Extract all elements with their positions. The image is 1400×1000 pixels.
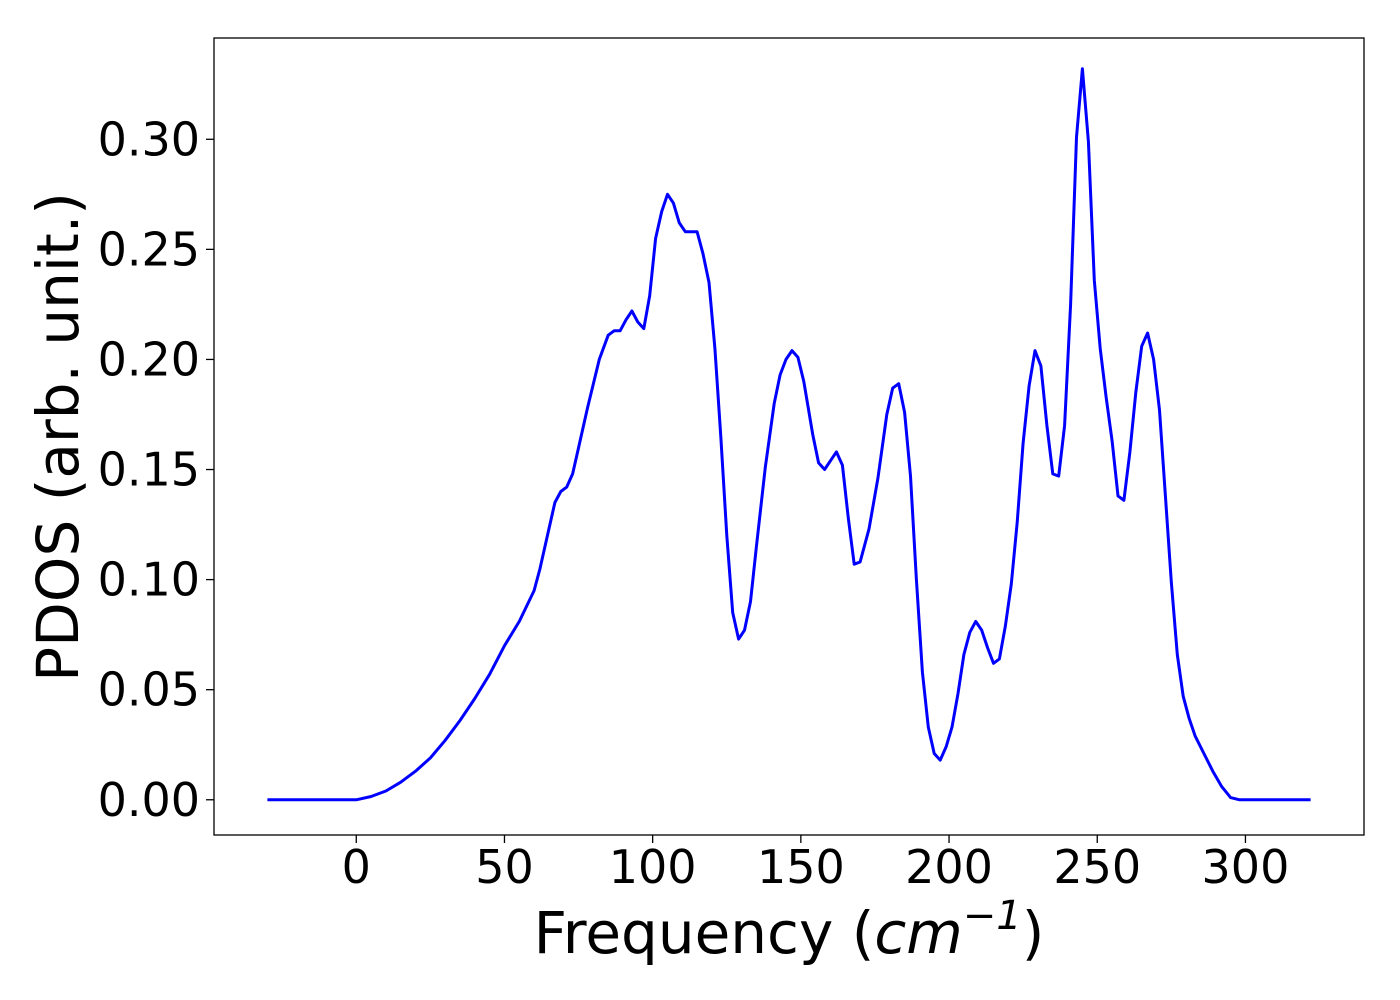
- x-tick-label: 200: [905, 840, 993, 894]
- series-line-0: [267, 67, 1311, 802]
- x-axis-label-exponent: −1: [963, 893, 1022, 939]
- y-tick-label: 0.30: [98, 112, 200, 166]
- x-axis-label: Frequency (cm−1): [534, 893, 1045, 967]
- x-tick-label: 100: [609, 840, 697, 894]
- x-axis-label-close: ): [1022, 899, 1045, 967]
- y-tick-label: 0.20: [98, 332, 200, 386]
- x-tick-label: 0: [342, 840, 371, 894]
- y-tick-label: 0.10: [98, 553, 200, 607]
- x-axis: 0 50 100 150 200 250 300: [342, 835, 1290, 894]
- x-tick-label: 250: [1053, 840, 1141, 894]
- x-tick-label: 50: [475, 840, 534, 894]
- plot-area: [267, 67, 1311, 802]
- plot-frame: [213, 37, 1365, 836]
- y-tick-label: 0.00: [98, 773, 200, 827]
- y-tick-label: 0.25: [98, 222, 200, 276]
- x-axis-label-main: Frequency (: [534, 899, 875, 967]
- y-tick-label: 0.05: [98, 663, 200, 717]
- y-tick-label: 0.15: [98, 443, 200, 497]
- y-axis: 0.00 0.05 0.10 0.15 0.20 0.25 0.30: [98, 112, 214, 827]
- x-tick-label: 300: [1202, 840, 1290, 894]
- x-axis-label-unit: cm: [874, 899, 962, 967]
- x-tick-label: 150: [757, 840, 845, 894]
- y-axis-label: PDOS (arb. unit.): [24, 192, 92, 682]
